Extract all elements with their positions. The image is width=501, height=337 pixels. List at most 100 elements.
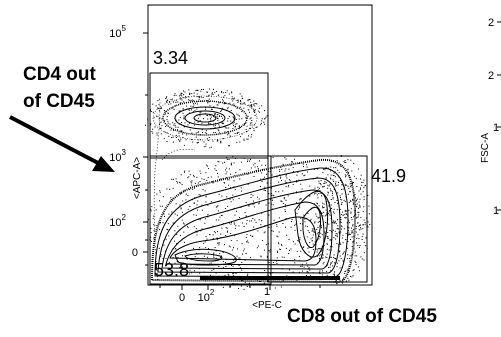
speckle-dot	[172, 222, 174, 224]
speckle-dot	[320, 184, 322, 186]
speckle-dot	[339, 243, 341, 245]
speckle-dot	[275, 191, 277, 193]
speckle-dot	[322, 172, 324, 174]
speckle-dot	[221, 91, 222, 93]
speckle-dot	[193, 100, 195, 102]
speckle-dot	[159, 205, 161, 207]
speckle-dot	[165, 125, 166, 127]
speckle-dot	[222, 99, 224, 101]
speckle-dot	[354, 194, 356, 196]
speckle-dot	[160, 222, 161, 223]
speckle-dot	[174, 123, 176, 125]
speckle-dot	[241, 103, 243, 105]
speckle-dot	[239, 103, 241, 105]
speckle-dot	[318, 216, 320, 218]
speckle-dot	[253, 176, 255, 177]
speckle-dot	[263, 189, 265, 191]
speckle-dot	[212, 182, 214, 184]
speckle-dot	[219, 178, 221, 180]
speckle-dot	[204, 241, 206, 243]
speckle-dot	[182, 200, 184, 202]
speckle-dot	[233, 272, 235, 274]
speckle-dot	[242, 222, 244, 224]
speckle-dot	[193, 92, 195, 94]
speckle-dot	[255, 169, 257, 171]
speckle-dot	[302, 270, 303, 272]
speckle-dot	[226, 171, 228, 173]
speckle-dot	[272, 204, 274, 206]
speckle-dot	[342, 237, 344, 239]
speckle-dot	[196, 93, 198, 95]
speckle-dot	[203, 255, 205, 257]
speckle-dot	[231, 264, 232, 266]
speckle-dot	[228, 274, 230, 276]
speckle-dot	[155, 225, 157, 227]
speckle-dot	[203, 146, 205, 148]
speckle-dot	[358, 214, 360, 216]
speckle-dot	[241, 111, 243, 112]
speckle-dot	[243, 103, 245, 105]
speckle-dot	[345, 176, 346, 178]
speckle-dot	[344, 201, 346, 203]
speckle-dot	[171, 98, 173, 100]
speckle-dot	[330, 231, 332, 233]
speckle-dot	[247, 173, 249, 175]
speckle-dot	[341, 199, 343, 201]
speckle-dot	[369, 224, 371, 225]
speckle-dot	[225, 266, 227, 267]
speckle-dot	[197, 117, 199, 119]
speckle-dot	[328, 214, 330, 216]
speckle-dot	[184, 170, 186, 172]
speckle-dot	[198, 249, 200, 251]
speckle-dot	[328, 185, 330, 187]
speckle-dot	[213, 268, 215, 270]
speckle-dot	[207, 176, 209, 178]
speckle-dot	[317, 221, 319, 223]
speckle-dot	[253, 128, 255, 130]
speckle-dot	[191, 109, 192, 111]
speckle-dot	[355, 197, 356, 199]
speckle-dot	[214, 132, 216, 133]
speckle-dot	[257, 168, 259, 170]
speckle-dot	[354, 260, 356, 262]
speckle-dot	[234, 189, 236, 191]
speckle-dot	[332, 191, 333, 193]
speckle-dot	[348, 279, 350, 281]
speckle-dot	[158, 118, 160, 120]
speckle-dot	[304, 225, 306, 227]
speckle-dot	[222, 267, 224, 269]
speckle-dot	[334, 271, 335, 273]
speckle-dot	[215, 113, 216, 115]
speckle-dot	[288, 239, 290, 240]
speckle-dot	[296, 250, 298, 252]
speckle-dot	[263, 232, 265, 234]
speckle-dot	[338, 231, 340, 233]
speckle-dot	[314, 187, 316, 189]
speckle-dot	[184, 171, 185, 173]
speckle-dot	[321, 212, 323, 214]
speckle-dot	[191, 139, 193, 140]
speckle-dot	[233, 97, 235, 99]
speckle-dot	[277, 242, 279, 244]
y-axis-label: <APC-A>	[132, 157, 143, 199]
speckle-dot	[199, 139, 201, 141]
speckle-dot	[336, 283, 338, 285]
speckle-dot	[226, 231, 228, 233]
speckle-dot	[220, 110, 222, 112]
speckle-dot	[150, 239, 152, 241]
speckle-dot	[212, 225, 214, 227]
speckle-dot	[254, 109, 255, 111]
speckle-dot	[248, 99, 250, 101]
speckle-dot	[326, 257, 328, 258]
speckle-dot	[207, 204, 209, 206]
speckle-dot	[350, 200, 352, 202]
speckle-dot	[357, 216, 359, 218]
speckle-dot	[358, 238, 360, 240]
speckle-dot	[276, 235, 278, 237]
speckle-dot	[347, 159, 349, 161]
speckle-dot	[249, 220, 251, 222]
speckle-dot	[340, 258, 342, 260]
speckle-dot	[338, 228, 340, 230]
speckle-dot	[306, 236, 308, 238]
speckle-dot	[339, 267, 341, 269]
